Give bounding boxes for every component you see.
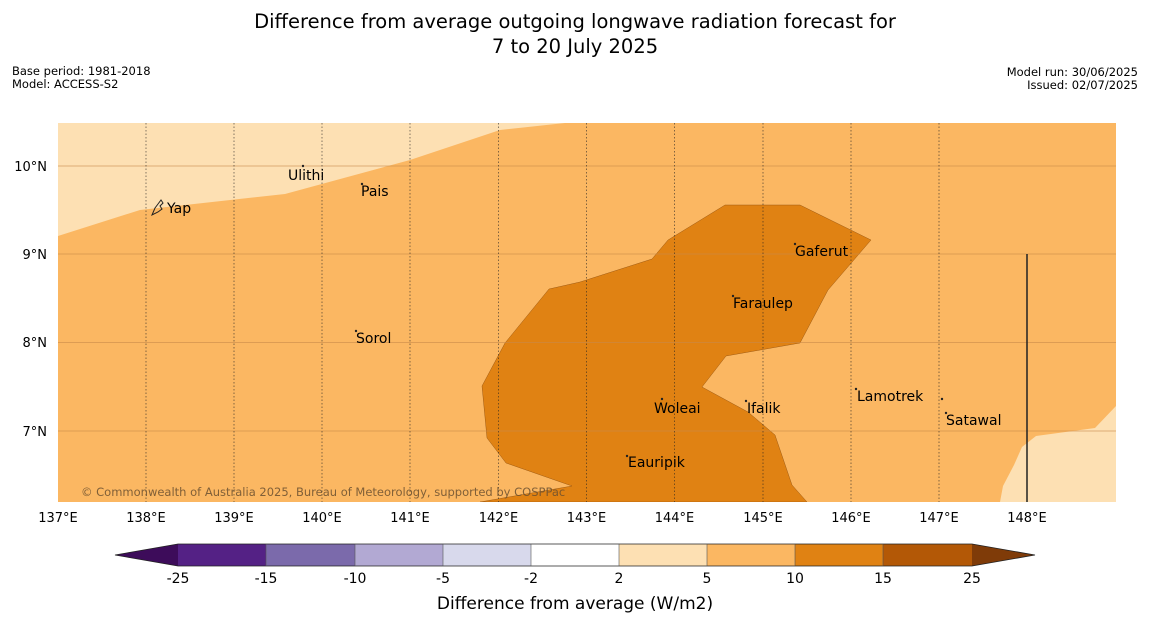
copyright-text: © Commonwealth of Australia 2025, Bureau… <box>81 485 565 499</box>
model-name: Model: ACCESS-S2 <box>12 77 119 91</box>
base-period: Base period: 1981-2018 <box>12 64 151 78</box>
place-gaferut: Gaferut <box>795 244 849 260</box>
meta-left: Base period: 1981-2018 Model: ACCESS-S2 <box>12 65 151 91</box>
anomaly-2-5-region-north <box>58 123 565 236</box>
colorbar-tick-5: 5 <box>703 571 712 587</box>
colorbar-extend-high <box>972 544 1035 566</box>
title-line-2: 7 to 20 July 2025 <box>491 35 659 58</box>
colorbar-bin-8 <box>795 544 883 566</box>
map-area <box>58 123 1116 502</box>
lon-label-146e: 146°E <box>831 511 871 526</box>
place-yap: Yap <box>166 201 191 217</box>
lat-label-10n: 10°N <box>14 160 47 175</box>
lat-label-9n: 9°N <box>23 248 48 263</box>
colorbar-bin-7 <box>707 544 795 566</box>
colorbar-label: Difference from average (W/m2) <box>437 594 713 614</box>
colorbar-tick-10: 10 <box>786 571 804 587</box>
lon-label-138e: 138°E <box>126 511 166 526</box>
lon-label-144e: 144°E <box>655 511 695 526</box>
lon-label-142e: 142°E <box>479 511 519 526</box>
meta-right: Model run: 30/06/2025 Issued: 02/07/2025 <box>1007 66 1138 92</box>
lat-label-7n: 7°N <box>23 425 48 440</box>
island-markers <box>151 164 948 458</box>
colorbar-bin-6 <box>619 544 707 566</box>
place-pais: Pais <box>361 184 389 200</box>
lat-label-8n: 8°N <box>23 336 48 351</box>
title-line-1: Difference from average outgoing longwav… <box>254 10 896 33</box>
colorbar-bin-9 <box>883 544 972 566</box>
colorbar-tick-2: 2 <box>615 571 624 587</box>
place-faraulep: Faraulep <box>733 296 793 312</box>
colorbar-bin-2 <box>266 544 355 566</box>
colorbar-tick-neg15: -15 <box>255 571 278 587</box>
lon-label-143e: 143°E <box>567 511 607 526</box>
place-sorol: Sorol <box>356 331 391 347</box>
lon-label-139e: 139°E <box>214 511 254 526</box>
lon-label-137e: 137°E <box>38 511 78 526</box>
place-ulithi: Ulithi <box>288 168 324 184</box>
place-ifalik: Ifalik <box>747 401 781 417</box>
model-run: Model run: 30/06/2025 <box>1006 65 1138 79</box>
colorbar-bin-4 <box>443 544 531 566</box>
anomaly-2-5-region-southeast <box>1000 406 1116 502</box>
place-satawal: Satawal <box>946 413 1001 429</box>
lon-label-147e: 147°E <box>919 511 959 526</box>
issued-date: Issued: 02/07/2025 <box>1027 78 1138 92</box>
colorbar-tick-neg25: -25 <box>167 571 190 587</box>
colorbar-tick-neg10: -10 <box>344 571 367 587</box>
place-woleai: Woleai <box>654 401 701 417</box>
colorbar-tick-neg2: -2 <box>524 571 538 587</box>
chart-title: Difference from average outgoing longwav… <box>0 9 1150 59</box>
lon-gridlines <box>145 123 940 502</box>
lon-label-140e: 140°E <box>302 511 342 526</box>
colorbar-bin-3 <box>355 544 443 566</box>
colorbar-outline <box>114 543 1036 567</box>
yap-island-outline <box>151 199 164 217</box>
colorbar-tick-neg5: -5 <box>436 571 450 587</box>
anomaly-10-15-region <box>479 204 872 502</box>
colorbar-bin-1 <box>178 544 266 566</box>
place-eauripik: Eauripik <box>628 455 686 471</box>
colorbar-tick-25: 25 <box>963 571 981 587</box>
colorbar <box>114 543 1036 567</box>
colorbar-tick-15: 15 <box>874 571 892 587</box>
lon-label-148e: 148°E <box>1007 511 1047 526</box>
colorbar-extend-low <box>115 544 178 566</box>
colorbar-bin-5 <box>531 544 619 566</box>
lon-label-145e: 145°E <box>743 511 783 526</box>
place-lamotrek: Lamotrek <box>857 389 924 405</box>
lon-label-141e: 141°E <box>390 511 430 526</box>
